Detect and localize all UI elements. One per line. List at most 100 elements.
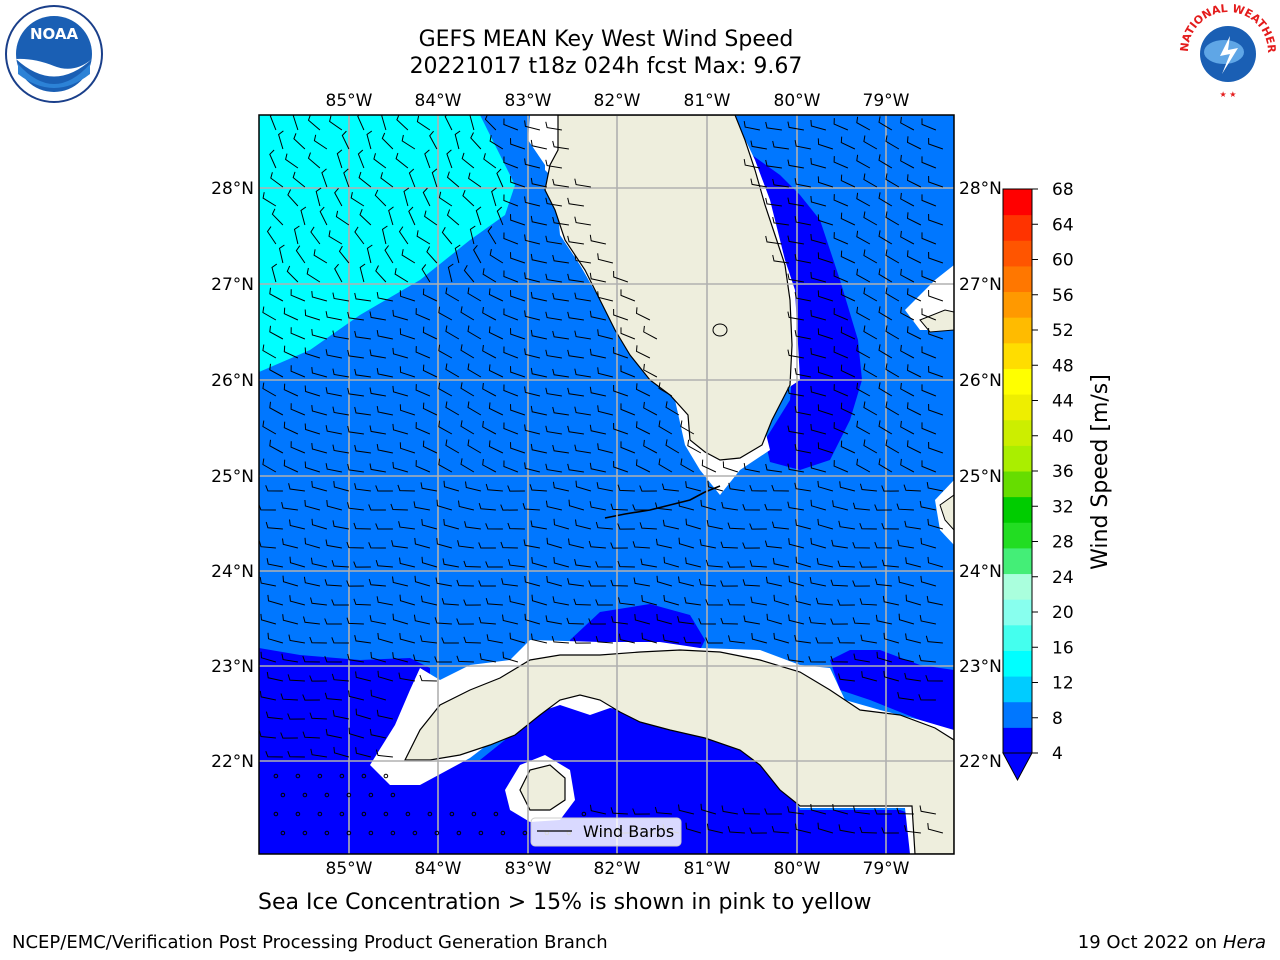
lon-label-bottom: 79°W bbox=[863, 859, 910, 879]
wind-barb bbox=[663, 594, 680, 606]
wind-barb bbox=[928, 403, 944, 416]
wind-barb bbox=[280, 732, 298, 739]
wind-barb bbox=[445, 363, 460, 378]
wind-barb bbox=[574, 292, 591, 302]
wind-barb bbox=[720, 617, 738, 625]
wind-barb bbox=[788, 614, 805, 625]
wind-barb bbox=[751, 633, 768, 644]
wind-barb bbox=[545, 349, 562, 359]
wind-barb bbox=[510, 252, 526, 264]
wind-barb bbox=[401, 134, 416, 150]
wind-barb bbox=[595, 561, 613, 568]
wind-barb bbox=[370, 651, 387, 663]
wind-barb bbox=[840, 326, 856, 340]
wind-barb bbox=[431, 168, 438, 188]
wind-barb bbox=[787, 806, 804, 815]
wind-barb bbox=[347, 311, 364, 321]
wind-barb bbox=[510, 328, 526, 340]
wind-barb bbox=[392, 423, 409, 435]
wind-barb bbox=[830, 618, 848, 625]
wind-barb bbox=[772, 178, 789, 188]
wind-barb bbox=[597, 367, 614, 378]
calm-circle bbox=[273, 773, 279, 779]
wind-barb bbox=[369, 615, 386, 625]
wind-barb bbox=[531, 594, 548, 606]
wind-barb bbox=[510, 290, 526, 302]
lon-label-top: 84°W bbox=[415, 91, 462, 111]
wind-barb bbox=[921, 308, 937, 321]
wind-barb bbox=[347, 349, 364, 359]
wind-barb bbox=[900, 306, 915, 321]
wind-barb bbox=[332, 520, 349, 530]
wind-barb bbox=[906, 174, 922, 188]
wind-barb bbox=[742, 807, 760, 815]
wind-barb bbox=[287, 189, 299, 207]
colorbar-segment bbox=[1003, 368, 1032, 395]
wind-barb bbox=[334, 263, 343, 283]
wind-barb bbox=[346, 617, 364, 625]
lat-label-left: 27°N bbox=[211, 275, 254, 295]
wind-barb bbox=[898, 613, 915, 625]
svg-text:★ ★: ★ ★ bbox=[1220, 90, 1237, 99]
wind-barb bbox=[290, 365, 306, 378]
colorbar-tick-label: 28 bbox=[1052, 533, 1074, 553]
wind-barb bbox=[347, 502, 364, 511]
wind-barb bbox=[266, 226, 277, 245]
wind-barb bbox=[833, 194, 849, 207]
wind-barb bbox=[918, 694, 936, 701]
colorbar-segment bbox=[1003, 189, 1032, 216]
wind-barb bbox=[568, 499, 585, 511]
wind-barb bbox=[794, 292, 811, 302]
wind-barb bbox=[336, 149, 343, 169]
wind-barb bbox=[482, 268, 497, 283]
wind-barb bbox=[290, 327, 306, 340]
wind-barb bbox=[810, 385, 827, 397]
wind-barb bbox=[656, 575, 673, 587]
wind-barb bbox=[530, 177, 548, 188]
wind-barb bbox=[269, 325, 284, 340]
wind-barb bbox=[856, 154, 871, 169]
wind-barb bbox=[878, 306, 893, 321]
wind-barb bbox=[707, 480, 724, 492]
colorbar-segment bbox=[1003, 650, 1032, 677]
wind-barb bbox=[441, 226, 453, 245]
wind-barb bbox=[815, 597, 833, 606]
colorbar-segment bbox=[1003, 419, 1032, 446]
wind-barb bbox=[589, 501, 606, 511]
wind-barb bbox=[304, 423, 321, 435]
wind-barb bbox=[395, 152, 409, 169]
wind-barb bbox=[765, 121, 782, 131]
wind-barb bbox=[545, 159, 562, 169]
wind-barb bbox=[727, 598, 745, 606]
wind-barb bbox=[575, 519, 592, 530]
wind-barb bbox=[643, 439, 658, 454]
wind-barb bbox=[856, 382, 871, 397]
wind-barb bbox=[456, 655, 474, 663]
wind-barb bbox=[377, 670, 394, 682]
wind-barb bbox=[655, 538, 673, 549]
calm-circle bbox=[339, 773, 345, 779]
wind-barb bbox=[357, 115, 365, 131]
wind-barb bbox=[420, 595, 438, 606]
wind-barb bbox=[319, 206, 328, 226]
wind-barb bbox=[926, 595, 943, 606]
wind-barb bbox=[833, 232, 849, 245]
legend-label: Wind Barbs bbox=[583, 822, 674, 841]
wind-barb bbox=[355, 671, 372, 682]
colorbar-tick-label: 16 bbox=[1052, 638, 1074, 658]
calm-circle bbox=[368, 830, 374, 836]
wind-barb bbox=[643, 401, 658, 416]
wind-barb bbox=[743, 463, 760, 473]
wind-barb bbox=[496, 206, 504, 226]
wind-barb bbox=[903, 484, 921, 492]
wind-barb bbox=[921, 232, 937, 245]
wind-barb bbox=[706, 823, 724, 834]
wind-barb bbox=[552, 444, 569, 454]
wind-barb bbox=[438, 382, 453, 397]
wind-barb bbox=[833, 422, 849, 435]
wind-barb bbox=[324, 579, 342, 587]
wind-barb bbox=[905, 594, 922, 606]
wind-barb bbox=[810, 233, 827, 245]
wind-barb bbox=[332, 406, 349, 416]
wind-barb bbox=[280, 693, 298, 701]
